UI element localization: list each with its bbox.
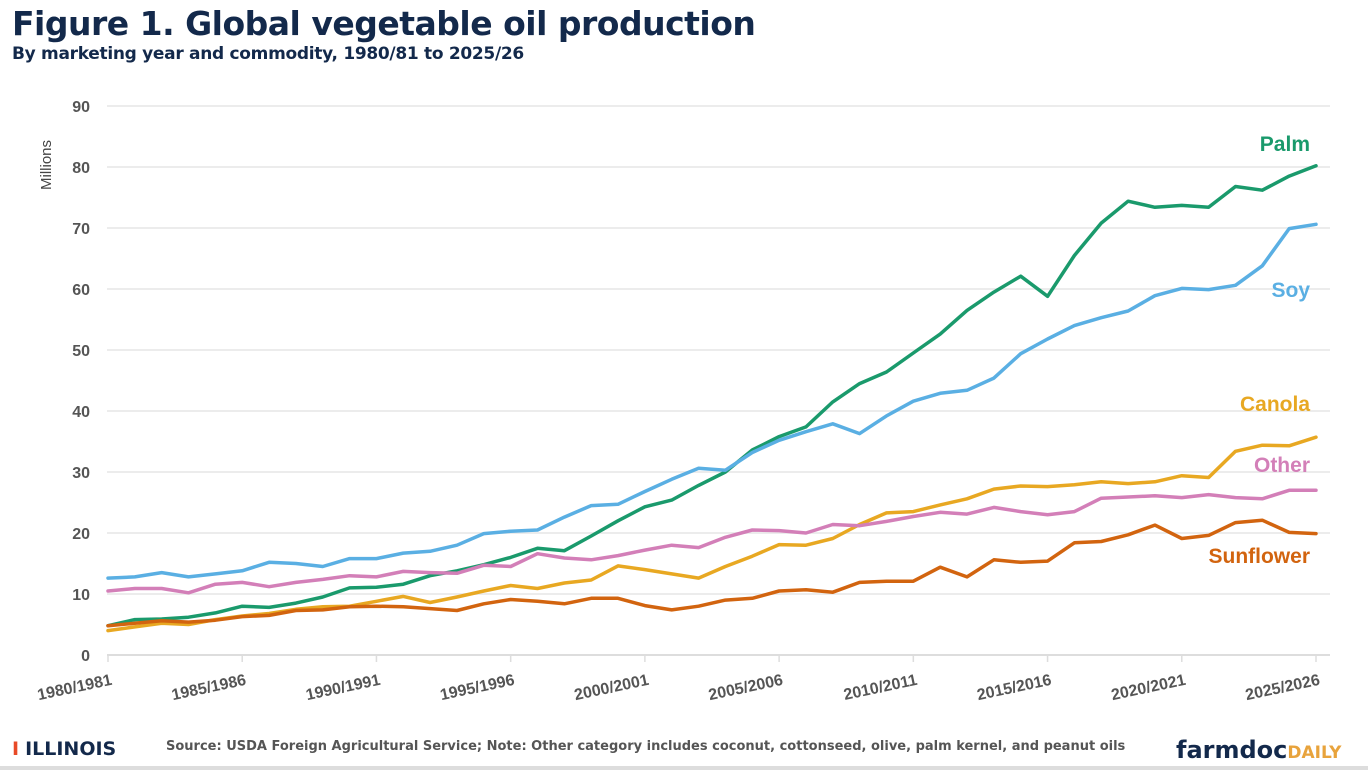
series-label-canola: Canola bbox=[1240, 393, 1310, 416]
series-label-palm: Palm bbox=[1260, 133, 1310, 156]
y-tick-label: 90 bbox=[72, 99, 90, 116]
x-tick-label: 2015/2016 bbox=[976, 672, 1054, 704]
y-tick-label: 50 bbox=[72, 343, 90, 360]
series-line-sunflower bbox=[106, 518, 1318, 628]
x-tick-label: 1990/1991 bbox=[304, 672, 382, 704]
y-tick-label: 20 bbox=[72, 526, 90, 543]
line-chart: Millions 0 10 20 30 40 50 60 70 80 90 1980/1981 198… bbox=[36, 99, 1330, 704]
x-tick-label: 2020/2021 bbox=[1110, 672, 1188, 704]
y-tick-label: 60 bbox=[72, 282, 90, 299]
series-line-palm bbox=[106, 164, 1318, 628]
source-note: Source: USDA Foreign Agricultural Servic… bbox=[166, 739, 1126, 754]
y-tick-label: 40 bbox=[72, 404, 90, 421]
y-tick-label: 70 bbox=[72, 221, 90, 238]
chart-subtitle: By marketing year and commodity, 1980/81… bbox=[12, 44, 524, 64]
illinois-logo: I ILLINOIS bbox=[12, 738, 117, 760]
y-tick-label: 30 bbox=[72, 465, 90, 482]
x-tick-label: 2025/2026 bbox=[1244, 672, 1322, 704]
x-tick-label: 1985/1986 bbox=[170, 672, 248, 704]
series-label-sunflower: Sunflower bbox=[1208, 545, 1310, 568]
x-tick-label: 1995/1996 bbox=[439, 672, 517, 704]
series-label-other: Other bbox=[1254, 454, 1310, 477]
y-tick-label: 10 bbox=[72, 587, 90, 604]
x-tick-label: 2005/2006 bbox=[707, 672, 785, 704]
series-line-canola bbox=[106, 435, 1318, 633]
series-line-other bbox=[106, 488, 1318, 595]
x-tick-label: 2000/2001 bbox=[573, 672, 651, 704]
y-tick-label: 0 bbox=[81, 648, 90, 665]
x-tick-label: 2010/2011 bbox=[842, 672, 919, 704]
y-axis-label: Millions bbox=[38, 140, 55, 190]
series-line-soy bbox=[106, 222, 1318, 580]
bottom-border bbox=[0, 766, 1368, 770]
x-tick-label: 1980/1981 bbox=[36, 672, 114, 704]
series-label-soy: Soy bbox=[1271, 279, 1310, 302]
farmdoc-daily-logo: farmdocDAILY bbox=[1176, 736, 1342, 764]
chart-title: Figure 1. Global vegetable oil productio… bbox=[12, 4, 756, 43]
block-i-icon: I bbox=[12, 738, 20, 760]
y-tick-label: 80 bbox=[72, 160, 90, 177]
